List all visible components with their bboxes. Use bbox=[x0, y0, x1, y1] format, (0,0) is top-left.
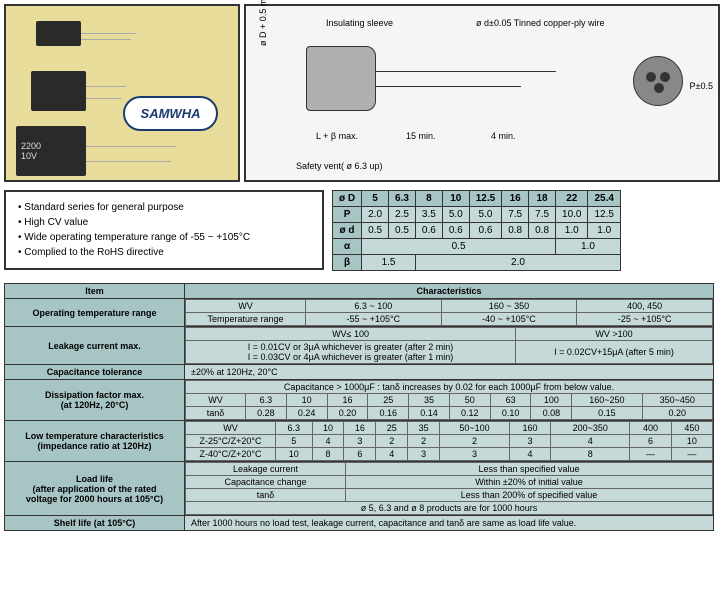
feature-item: High CV value bbox=[18, 215, 310, 230]
dim-cell: 3.5 bbox=[415, 207, 442, 223]
alpha-v1: 0.5 bbox=[362, 239, 556, 255]
shelf-label: Shelf life (at 105°C) bbox=[5, 516, 185, 531]
dim-cell: 0.5 bbox=[362, 223, 389, 239]
alpha-label: α bbox=[333, 239, 362, 255]
feature-item: Standard series for general purpose bbox=[18, 200, 310, 215]
char-hdr: Characteristics bbox=[185, 284, 714, 299]
alpha-v2: 1.0 bbox=[556, 239, 621, 255]
dim-cell: 5.0 bbox=[442, 207, 469, 223]
dim-cell: 0.8 bbox=[502, 223, 529, 239]
leak-label: Leakage current max. bbox=[5, 327, 185, 365]
dia-plabel: P±0.5 bbox=[690, 81, 713, 91]
dim-cell: 7.5 bbox=[502, 207, 529, 223]
dim-cell: 0.6 bbox=[415, 223, 442, 239]
dim-hdr-cell: 22 bbox=[556, 191, 588, 207]
specs-table: ItemCharacteristics Operating temperatur… bbox=[4, 283, 714, 531]
dim-cell: 12.5 bbox=[588, 207, 620, 223]
dim-cell: 0.5 bbox=[389, 223, 416, 239]
dim-hdr-cell: 8 bbox=[415, 191, 442, 207]
captol-val: ±20% at 120Hz, 20°C bbox=[185, 365, 714, 380]
cap-volt: 10V bbox=[21, 151, 37, 161]
dim-hdr-cell: 12.5 bbox=[469, 191, 501, 207]
diss-label: Dissipation factor max. (at 120Hz, 20°C) bbox=[5, 380, 185, 421]
beta-v1: 1.5 bbox=[362, 255, 416, 271]
dimension-diagram: Insulating sleeve ø d±0.05 Tinned copper… bbox=[244, 4, 720, 182]
beta-v2: 2.0 bbox=[415, 255, 620, 271]
dimension-table: ø D56.381012.516182225.4 P2.02.53.55.05.… bbox=[332, 190, 621, 271]
dim-hdr-cell: 6.3 bbox=[389, 191, 416, 207]
dim-hdr-cell: 5 bbox=[362, 191, 389, 207]
dim-cell: 10.0 bbox=[556, 207, 588, 223]
dia-llabel: L + β max. bbox=[316, 131, 358, 141]
dim-cell: 5.0 bbox=[469, 207, 501, 223]
product-photo: 220010V SAMWHA bbox=[4, 4, 240, 182]
dim-cell: P bbox=[333, 207, 362, 223]
logo-text: SAMWHA bbox=[141, 106, 201, 121]
dia-dim2: 4 min. bbox=[491, 131, 516, 141]
optemp-wv: WV bbox=[186, 300, 306, 313]
dia-dim1: 15 min. bbox=[406, 131, 436, 141]
cap-value: 2200 bbox=[21, 141, 41, 151]
item-hdr: Item bbox=[5, 284, 185, 299]
dim-cell: 0.6 bbox=[442, 223, 469, 239]
dim-cell: 0.8 bbox=[529, 223, 556, 239]
dim-cell: 1.0 bbox=[588, 223, 620, 239]
dia-wire: ø d±0.05 Tinned copper-ply wire bbox=[476, 18, 605, 28]
dim-hdr-cell: 16 bbox=[502, 191, 529, 207]
optemp-label: Operating temperature range bbox=[5, 299, 185, 327]
load-label: Load life (after application of the rate… bbox=[5, 462, 185, 516]
brand-logo: SAMWHA bbox=[123, 96, 218, 131]
shelf-val: After 1000 hours no load test, leakage c… bbox=[185, 516, 714, 531]
dim-cell: 2.5 bbox=[389, 207, 416, 223]
dim-cell: 7.5 bbox=[529, 207, 556, 223]
dim-hdr-cell: 18 bbox=[529, 191, 556, 207]
dim-hdr-cell: ø D bbox=[333, 191, 362, 207]
dia-insulating: Insulating sleeve bbox=[326, 18, 393, 28]
dim-hdr-cell: 10 bbox=[442, 191, 469, 207]
dia-dlabel: ø D + 0.5 max. bbox=[258, 0, 268, 46]
dim-cell: 2.0 bbox=[362, 207, 389, 223]
dim-cell: 1.0 bbox=[556, 223, 588, 239]
feature-item: Complied to the RoHS directive bbox=[18, 245, 310, 260]
optemp-tr: Temperature range bbox=[186, 313, 306, 326]
dia-safety: Safety vent( ø 6.3 up) bbox=[296, 161, 383, 171]
captol-label: Capacitance tolerance bbox=[5, 365, 185, 380]
dim-cell: ø d bbox=[333, 223, 362, 239]
dim-hdr-cell: 25.4 bbox=[588, 191, 620, 207]
features-panel: Standard series for general purpose High… bbox=[4, 190, 324, 270]
feature-item: Wide operating temperature range of -55 … bbox=[18, 230, 310, 245]
dim-cell: 0.6 bbox=[469, 223, 501, 239]
beta-label: β bbox=[333, 255, 362, 271]
lowtemp-label: Low temperature characteristics (impedan… bbox=[5, 421, 185, 462]
